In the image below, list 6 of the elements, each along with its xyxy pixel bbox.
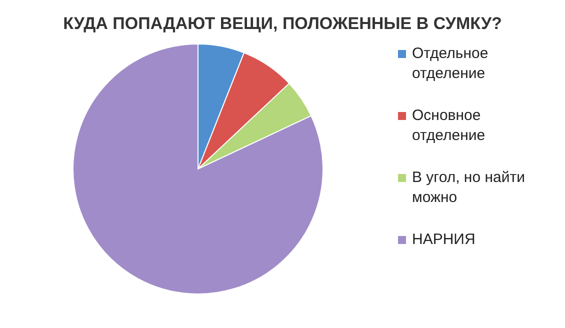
chart-title: КУДА ПОПАДАЮТ ВЕЩИ, ПОЛОЖЕННЫЕ В СУМКУ? — [62, 13, 503, 34]
legend-label: Основное отделение — [412, 106, 486, 146]
legend-label: НАРНИЯ — [412, 230, 476, 250]
legend-label: Отдельное отделение — [412, 44, 490, 84]
legend-label: В угол, но найти можно — [412, 168, 526, 208]
pie-slice — [72, 44, 324, 294]
